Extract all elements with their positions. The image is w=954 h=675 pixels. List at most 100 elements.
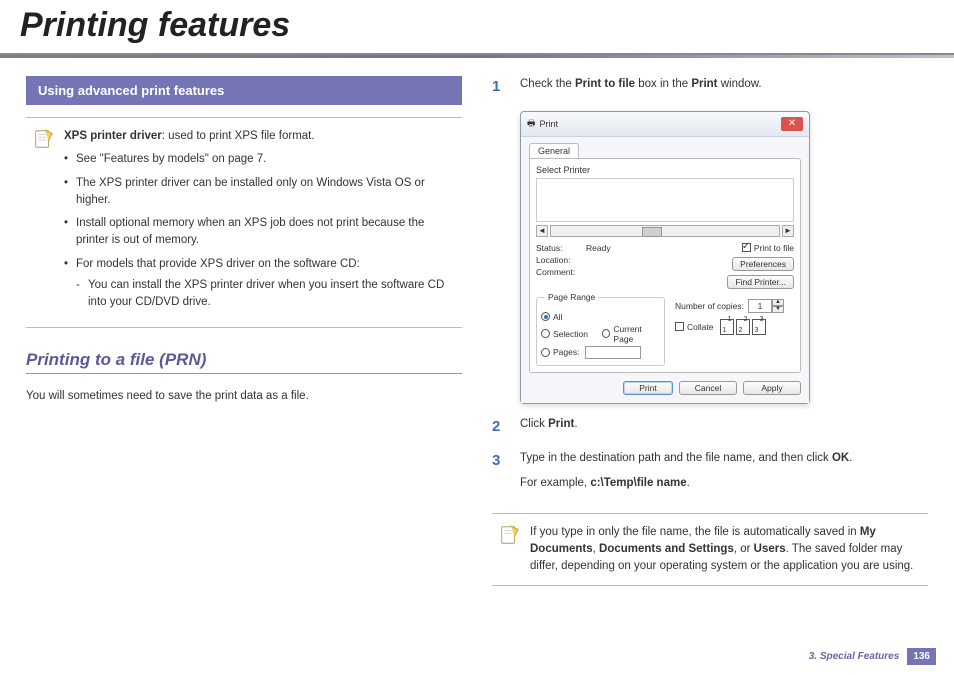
step3-l2-b: c:\Temp\file name xyxy=(590,477,686,489)
radio-all[interactable]: All xyxy=(541,312,660,322)
location-label: Location: xyxy=(536,255,582,265)
step3-l2-pre: For example, xyxy=(520,477,590,489)
collate-page-num: 1 xyxy=(722,327,726,334)
step3-l1-end: . xyxy=(849,452,852,464)
step1-b1: Print to file xyxy=(575,78,635,90)
collate-page-num: 1 xyxy=(728,316,732,323)
left-column: Using advanced print features XPS printe… xyxy=(26,76,462,608)
scroll-right-icon[interactable]: ► xyxy=(782,225,794,237)
note2-sep2: , or xyxy=(734,543,754,555)
scroll-track[interactable] xyxy=(550,225,780,237)
checkbox-icon xyxy=(675,322,684,331)
close-icon[interactable]: ✕ xyxy=(781,117,803,131)
save-location-note: If you type in only the file name, the f… xyxy=(492,513,928,587)
xps-bullet: For models that provide XPS driver on th… xyxy=(64,256,456,312)
radio-icon xyxy=(602,329,610,338)
note-icon xyxy=(498,524,520,552)
printer-list[interactable] xyxy=(536,178,794,222)
radio-selection[interactable]: Selection xyxy=(541,324,588,344)
page-footer: 3. Special Features 136 xyxy=(809,648,936,665)
step3-l2-end: . xyxy=(687,477,690,489)
printer-scrollbar[interactable]: ◄ ► xyxy=(536,225,794,237)
radio-selection-label: Selection xyxy=(553,329,588,339)
apply-button[interactable]: Apply xyxy=(743,381,801,395)
page-title: Printing features xyxy=(0,0,954,55)
radio-icon xyxy=(541,329,550,338)
print-to-file-label: Print to file xyxy=(754,243,794,253)
find-printer-button[interactable]: Find Printer... xyxy=(727,275,794,289)
section-bar-advanced: Using advanced print features xyxy=(26,76,462,105)
note2-b3: Users xyxy=(754,543,786,555)
right-column: 1 Check the Print to file box in the Pri… xyxy=(492,76,928,608)
status-value: Ready xyxy=(586,243,611,253)
xps-bullet: See "Features by models" on page 7. xyxy=(64,151,456,168)
select-printer-label: Select Printer xyxy=(536,165,794,175)
radio-pages-label: Pages: xyxy=(553,347,579,357)
xps-bullet: Install optional memory when an XPS job … xyxy=(64,215,456,250)
step1-end: window. xyxy=(718,78,762,90)
radio-icon xyxy=(541,312,550,321)
xps-sub-bullet: You can install the XPS printer driver w… xyxy=(76,277,456,312)
step2-b1: Print xyxy=(548,418,574,430)
status-label: Status: xyxy=(536,243,582,253)
note-icon xyxy=(32,128,54,156)
step-number: 2 xyxy=(492,416,506,439)
prn-body: You will sometimes need to save the prin… xyxy=(26,388,462,405)
dialog-titlebar: 🖶 Print ✕ xyxy=(521,112,809,137)
footer-page-number: 136 xyxy=(907,648,936,665)
header-stripe xyxy=(0,55,954,58)
page-range-group: Page Range All Selection Current Page Pa… xyxy=(536,297,665,366)
radio-icon xyxy=(541,348,550,357)
xps-lead-rest: : used to print XPS file format. xyxy=(162,130,315,142)
subheading-prn: Printing to a file (PRN) xyxy=(26,350,462,374)
spinner-up-icon[interactable]: ▲ xyxy=(772,299,784,306)
comment-label: Comment: xyxy=(536,267,582,277)
note2-b2: Documents and Settings xyxy=(599,543,734,555)
radio-current[interactable]: Current Page xyxy=(602,324,660,344)
step1-text: Check the xyxy=(520,78,575,90)
collate-page-num: 2 xyxy=(738,327,742,334)
spinner-down-icon[interactable]: ▼ xyxy=(772,306,784,313)
step1-b2: Print xyxy=(691,78,717,90)
tab-general[interactable]: General xyxy=(529,143,579,158)
note2-pre: If you type in only the file name, the f… xyxy=(530,526,860,538)
collate-page-num: 3 xyxy=(760,316,764,323)
radio-current-label: Current Page xyxy=(613,324,660,344)
step-number: 1 xyxy=(492,76,506,99)
xps-lead: XPS printer driver: used to print XPS fi… xyxy=(64,128,456,145)
step2-end: . xyxy=(574,418,577,430)
collate-page-num: 3 xyxy=(754,327,758,334)
step2-pre: Click xyxy=(520,418,548,430)
step-number: 3 xyxy=(492,450,506,501)
xps-bullet-text: For models that provide XPS driver on th… xyxy=(76,258,360,270)
pages-input[interactable] xyxy=(585,346,641,359)
collate-page-num: 2 xyxy=(744,316,748,323)
footer-chapter: 3. Special Features xyxy=(809,651,900,662)
step3-l1-b: OK xyxy=(832,452,849,464)
step1-mid: box in the xyxy=(635,78,691,90)
print-to-file-checkbox[interactable]: Print to file xyxy=(742,243,794,253)
preferences-button[interactable]: Preferences xyxy=(732,257,794,271)
cancel-button[interactable]: Cancel xyxy=(679,381,737,395)
printer-icon: 🖶 xyxy=(527,116,536,132)
copies-label: Number of copies: xyxy=(675,301,744,311)
xps-lead-bold: XPS printer driver xyxy=(64,130,162,142)
collate-label: Collate xyxy=(687,322,713,332)
step-2: 2 Click Print. xyxy=(492,416,928,439)
collate-icons: 11 22 33 xyxy=(720,319,766,335)
copies-value: 1 xyxy=(748,299,772,313)
print-button[interactable]: Print xyxy=(623,381,673,395)
dialog-title: Print xyxy=(540,119,559,129)
scroll-left-icon[interactable]: ◄ xyxy=(536,225,548,237)
xps-note-box: XPS printer driver: used to print XPS fi… xyxy=(26,117,462,328)
collate-checkbox[interactable]: Collate 11 22 33 xyxy=(675,319,794,335)
xps-bullet: The XPS printer driver can be installed … xyxy=(64,175,456,210)
copies-spinner[interactable]: 1 ▲▼ xyxy=(748,299,784,313)
step-1: 1 Check the Print to file box in the Pri… xyxy=(492,76,928,99)
page-range-label: Page Range xyxy=(545,292,598,302)
radio-all-label: All xyxy=(553,312,562,322)
step-3: 3 Type in the destination path and the f… xyxy=(492,450,928,501)
print-dialog: 🖶 Print ✕ General Select Printer ◄ ► xyxy=(520,111,810,404)
step3-l1-pre: Type in the destination path and the fil… xyxy=(520,452,832,464)
radio-pages[interactable]: Pages: xyxy=(541,346,660,359)
